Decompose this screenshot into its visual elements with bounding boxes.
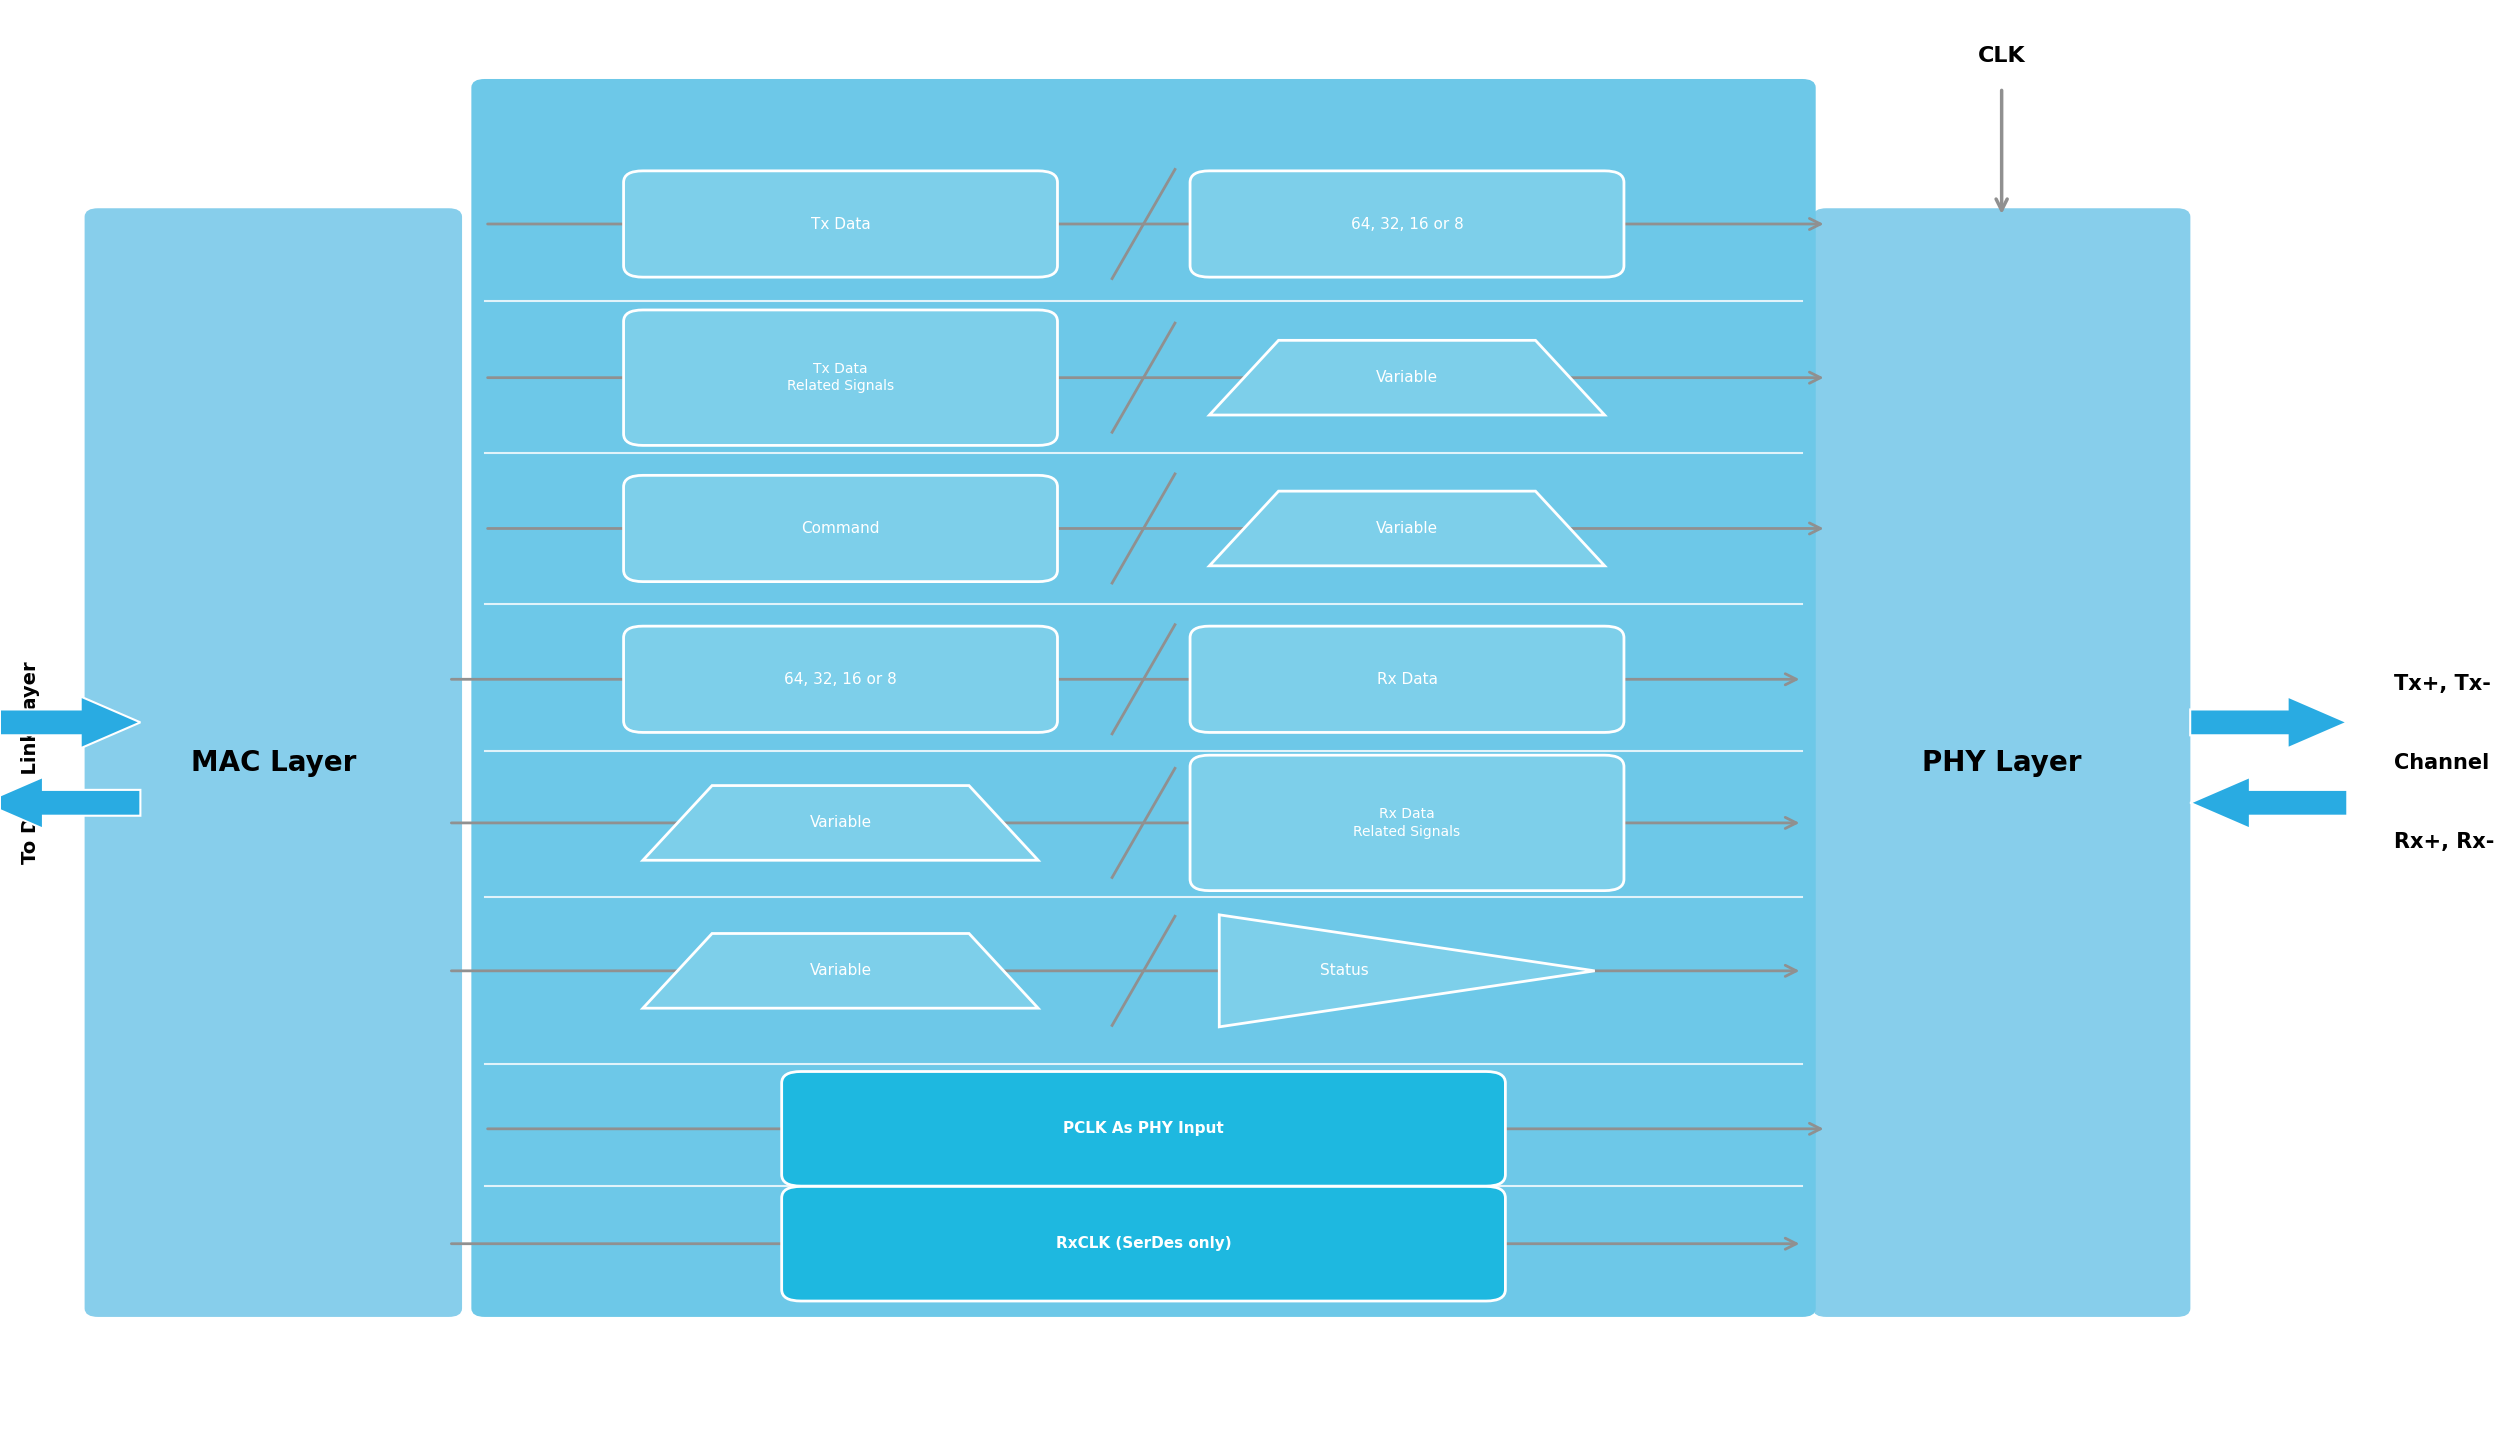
FancyBboxPatch shape [85, 210, 460, 1315]
Text: Variable: Variable [810, 963, 870, 979]
Text: PHY Layer: PHY Layer [1921, 748, 2081, 777]
Polygon shape [0, 696, 140, 748]
Text: To Data Link Layer: To Data Link Layer [20, 662, 40, 863]
Text: Rx Data
Related Signals: Rx Data Related Signals [1353, 807, 1461, 839]
FancyBboxPatch shape [623, 475, 1058, 581]
Text: Tx Data: Tx Data [810, 216, 870, 232]
Polygon shape [0, 777, 140, 829]
Polygon shape [2191, 696, 2348, 748]
Text: Channel: Channel [2393, 753, 2488, 773]
Text: CLK: CLK [1978, 46, 2026, 66]
FancyBboxPatch shape [473, 81, 1813, 1315]
FancyBboxPatch shape [783, 1072, 1506, 1186]
FancyBboxPatch shape [1190, 755, 1623, 891]
Text: PCLK As PHY Input: PCLK As PHY Input [1063, 1121, 1223, 1137]
FancyBboxPatch shape [1190, 626, 1623, 732]
FancyBboxPatch shape [783, 1186, 1506, 1301]
Text: Variable: Variable [1376, 370, 1438, 386]
Polygon shape [1220, 915, 1596, 1027]
FancyBboxPatch shape [623, 309, 1058, 446]
Text: Command: Command [800, 521, 880, 535]
FancyBboxPatch shape [623, 626, 1058, 732]
FancyBboxPatch shape [1813, 210, 2188, 1315]
Text: Rx Data: Rx Data [1376, 672, 1438, 686]
Text: 64, 32, 16 or 8: 64, 32, 16 or 8 [785, 672, 898, 686]
Polygon shape [643, 786, 1038, 861]
FancyBboxPatch shape [1190, 171, 1623, 278]
Text: Status: Status [1321, 963, 1368, 979]
Text: 64, 32, 16 or 8: 64, 32, 16 or 8 [1351, 216, 1463, 232]
Polygon shape [2191, 777, 2348, 829]
Polygon shape [1210, 491, 1606, 566]
Text: Variable: Variable [1376, 521, 1438, 535]
Text: Variable: Variable [810, 816, 870, 830]
Polygon shape [1210, 341, 1606, 414]
Text: Tx+, Tx-: Tx+, Tx- [2393, 673, 2491, 694]
Text: Tx Data
Related Signals: Tx Data Related Signals [788, 363, 893, 393]
Polygon shape [643, 934, 1038, 1009]
FancyBboxPatch shape [623, 171, 1058, 278]
Text: RxCLK (SerDes only): RxCLK (SerDes only) [1055, 1236, 1230, 1252]
Text: Rx+, Rx-: Rx+, Rx- [2393, 832, 2496, 852]
Text: MAC Layer: MAC Layer [190, 748, 355, 777]
